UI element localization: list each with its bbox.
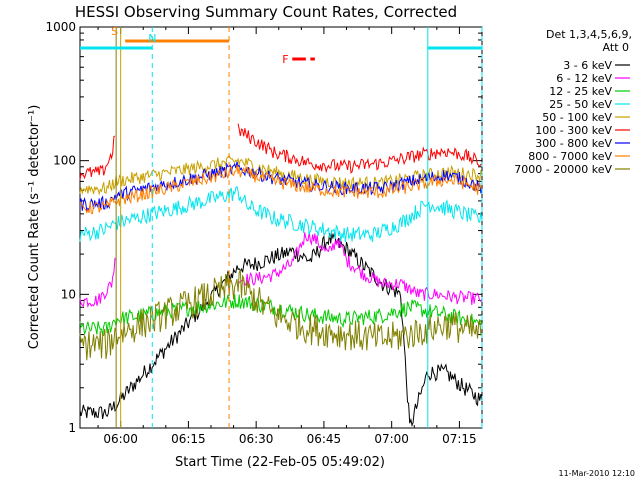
footer-timestamp: 11-Mar-2010 12:10 bbox=[559, 469, 636, 478]
plot-area: 06:00 06:15 06:30 06:45 07:00 07:15 1 10 100 1000… bbox=[45, 20, 483, 446]
legend-item-label: 50 - 100 keV bbox=[542, 111, 612, 124]
series-line bbox=[79, 231, 483, 309]
legend-item-label: 3 - 6 keV bbox=[563, 59, 612, 72]
series-line bbox=[79, 154, 483, 196]
y-tick-label: 100 bbox=[53, 154, 76, 168]
x-tick-label: 07:00 bbox=[374, 432, 409, 446]
x-axis-label: Start Time (22-Feb-05 05:49:02) bbox=[175, 455, 385, 470]
legend-item-label: 300 - 800 keV bbox=[535, 137, 612, 150]
plot-frame bbox=[79, 26, 483, 429]
chart-title: HESSI Observing Summary Count Rates, Cor… bbox=[75, 3, 457, 21]
flag-label: N bbox=[148, 32, 156, 45]
x-tick-label: 06:45 bbox=[307, 432, 342, 446]
legend-item-label: 12 - 25 keV bbox=[549, 85, 612, 98]
legend-item-label: 25 - 50 keV bbox=[549, 98, 612, 111]
series-line bbox=[79, 161, 483, 212]
y-axis-label: Corrected Count Rate (s⁻¹ detector⁻¹) bbox=[27, 105, 42, 350]
x-tick-label: 06:00 bbox=[103, 432, 138, 446]
flag-label: F bbox=[282, 53, 288, 66]
x-tick-label: 06:15 bbox=[171, 432, 206, 446]
series-line bbox=[79, 232, 483, 428]
y-tick-label: 1 bbox=[68, 421, 76, 435]
legend-header-line1: Det 1,3,4,5,6,9, bbox=[546, 28, 632, 41]
y-tick-label: 10 bbox=[61, 287, 76, 301]
series-line bbox=[79, 269, 483, 361]
x-tick-label: 07:15 bbox=[442, 432, 477, 446]
flag-label: S bbox=[111, 25, 118, 38]
series-line bbox=[79, 123, 483, 180]
legend-item-label: 800 - 7000 keV bbox=[528, 150, 612, 163]
legend-item-label: 100 - 300 keV bbox=[535, 124, 612, 137]
series-line bbox=[79, 294, 483, 336]
x-tick-label: 06:30 bbox=[239, 432, 274, 446]
legend-item-label: 7000 - 20000 keV bbox=[514, 163, 612, 176]
legend-header-line2: Att 0 bbox=[603, 41, 629, 54]
series-line bbox=[79, 185, 483, 243]
series-line bbox=[80, 164, 483, 215]
y-tick-label: 1000 bbox=[45, 20, 76, 34]
legend-item-label: 6 - 12 keV bbox=[556, 72, 612, 85]
